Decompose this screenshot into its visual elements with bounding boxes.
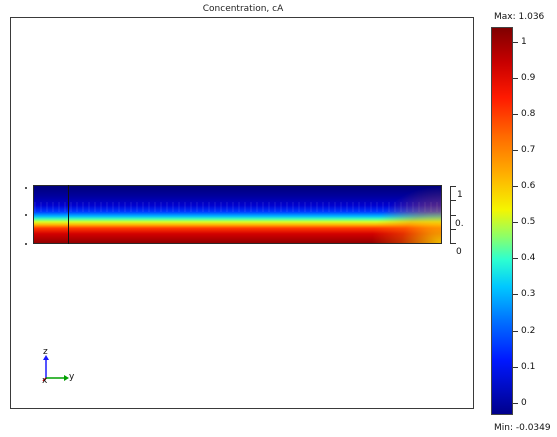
scale-tick [451, 215, 456, 216]
triad-y-label: y [69, 372, 75, 382]
colorbar-min-label: Min: -0.0349 [494, 423, 551, 433]
colorbar-tick [513, 78, 518, 79]
colorbar-tick [513, 150, 518, 151]
colorbar-tick-label: 0.6 [521, 181, 536, 191]
colorbar-tick-label: 0.4 [521, 253, 536, 263]
scale-label-mid: 0. [455, 219, 464, 229]
colorbar-tick-label: 0.3 [521, 289, 536, 299]
colorbar-legend [491, 27, 513, 415]
domain-left-marker [25, 243, 27, 245]
axis-orientation-triad: z y x [40, 347, 80, 388]
triad-z-label: z [43, 347, 48, 357]
surface-corner-gradient [371, 186, 441, 243]
colorbar-tick-label: 0.5 [521, 217, 536, 227]
colorbar-tick [513, 222, 518, 223]
colorbar-max-label: Max: 1.036 [494, 12, 545, 22]
subdomain-boundary [68, 185, 69, 244]
colorbar-tick [513, 186, 518, 187]
colorbar-tick [513, 258, 518, 259]
colorbar-tick [513, 367, 518, 368]
scale-tick [451, 200, 456, 201]
colorbar-tick [513, 331, 518, 332]
domain-left-marker [25, 214, 27, 216]
scale-tick [451, 229, 456, 230]
colorbar-tick [513, 114, 518, 115]
concentration-surface-plot[interactable] [33, 185, 442, 244]
triad-arrows-icon [42, 355, 69, 382]
colorbar-tick-label: 0.1 [521, 362, 536, 372]
colorbar-tick-label: 0 [521, 398, 527, 408]
colorbar-tick [513, 294, 518, 295]
colorbar-tick-label: 0.7 [521, 145, 536, 155]
domain-left-marker [25, 187, 27, 189]
surface-texture [34, 201, 441, 213]
colorbar-tick [513, 42, 518, 43]
height-scale-axis [450, 186, 456, 244]
scale-label-top: 1 [457, 190, 463, 200]
colorbar-tick-label: 0.2 [521, 326, 536, 336]
scale-label-bottom: 0 [456, 247, 462, 257]
colorbar-tick [513, 403, 518, 404]
plot-title: Concentration, cA [202, 4, 284, 14]
scale-tick [451, 243, 456, 244]
triad-x-label: x [42, 376, 48, 386]
colorbar-tick-label: 0.8 [521, 109, 536, 119]
colorbar-tick-label: 0.9 [521, 73, 536, 83]
colorbar-tick-label: 1 [521, 37, 527, 47]
scale-tick [451, 186, 456, 187]
